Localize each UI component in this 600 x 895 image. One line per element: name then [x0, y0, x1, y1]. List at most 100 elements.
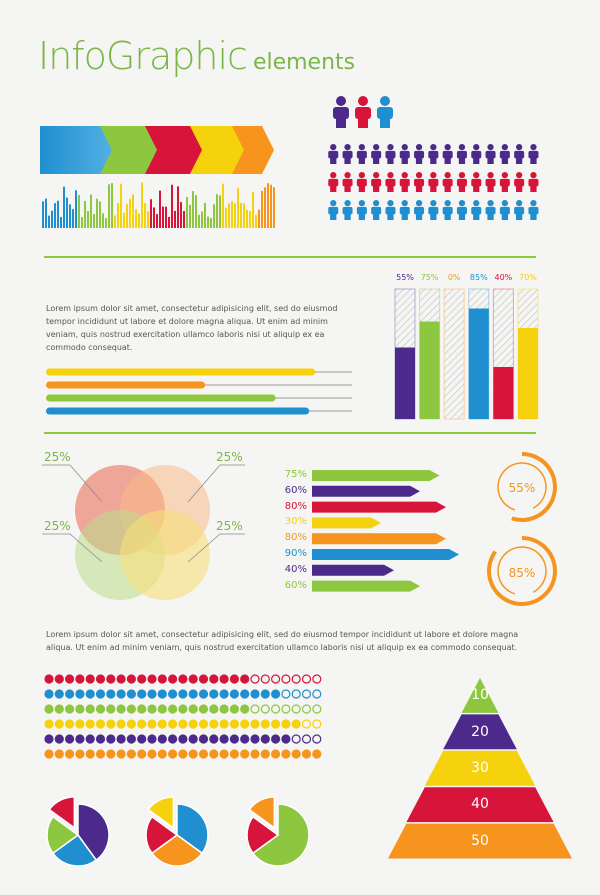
dot-filled: [168, 719, 178, 729]
person-icon: [499, 144, 510, 164]
skyline-bar: [75, 190, 77, 228]
dot-filled: [168, 674, 178, 684]
skyline-bar: [81, 217, 83, 228]
dot-filled: [188, 734, 198, 744]
person-icon: [414, 200, 425, 220]
dot-filled: [75, 749, 85, 759]
skyline-bar: [120, 183, 122, 228]
dot-filled: [178, 749, 188, 759]
dot-filled: [219, 719, 229, 729]
pyramid-tier: [406, 787, 554, 823]
person-icon: [442, 144, 453, 164]
person-icon: [528, 144, 539, 164]
person-icon: [471, 172, 482, 192]
dot-filled: [85, 689, 95, 699]
skyline-bar: [111, 183, 113, 228]
person-icon: [485, 144, 496, 164]
dot-filled: [54, 749, 64, 759]
venn-leader-3: [42, 533, 103, 563]
pyramid-tier-label: 20: [471, 723, 489, 740]
dot-filled: [240, 749, 250, 759]
title-sub: elements: [252, 50, 356, 75]
arrow-bar: [312, 485, 420, 497]
person-icon: [442, 172, 453, 192]
people-rows: [328, 144, 539, 220]
dot-filled: [250, 749, 260, 759]
skyline-bar: [228, 203, 230, 228]
skyline-bar: [54, 203, 56, 228]
dot-filled: [229, 704, 239, 714]
dot-filled: [240, 734, 250, 744]
dot-empty: [312, 719, 322, 729]
venn-diagram: [42, 464, 245, 600]
skyline-bar: [267, 183, 269, 228]
dot-filled: [188, 749, 198, 759]
vbar-fill: [468, 308, 489, 419]
vbar-background: [443, 288, 465, 420]
dot-filled: [147, 749, 157, 759]
skyline-bar: [162, 206, 164, 228]
dot-filled: [178, 704, 188, 714]
skyline-bar: [156, 214, 158, 228]
vbar-fill: [419, 321, 440, 419]
person-icon: [328, 144, 339, 164]
progress-fill: [46, 407, 310, 415]
skyline-bar: [144, 203, 146, 228]
dot-filled: [54, 689, 64, 699]
pie-slice: [147, 796, 175, 830]
person-icon: [355, 96, 371, 128]
arrow-bar-label: 80%: [284, 532, 307, 544]
dot-filled: [260, 689, 270, 699]
chevron-orange: [232, 126, 274, 174]
dot-filled: [240, 719, 250, 729]
skyline-bar: [150, 199, 152, 228]
skyline-bar: [138, 213, 140, 228]
dot-filled: [178, 674, 188, 684]
skyline-bar: [258, 209, 260, 228]
skyline-bar: [48, 215, 50, 228]
dot-matrix: [44, 674, 322, 759]
dot-empty: [291, 674, 301, 684]
skyline-bar: [135, 209, 137, 228]
person-icon: [514, 172, 525, 192]
person-icon: [333, 96, 349, 128]
dot-filled: [178, 719, 188, 729]
progress-fill: [46, 381, 206, 389]
dot-filled: [106, 719, 116, 729]
dot-filled: [168, 689, 178, 699]
dot-filled: [209, 704, 219, 714]
person-icon: [399, 200, 410, 220]
dot-filled: [229, 734, 239, 744]
dot-filled: [85, 749, 95, 759]
dot-filled: [209, 689, 219, 699]
skyline-bar: [252, 191, 254, 228]
dot-filled: [147, 734, 157, 744]
dot-filled: [95, 704, 106, 714]
dot-empty: [301, 674, 312, 684]
ring-arc-outer: [487, 536, 557, 606]
vbar-label: 55%: [396, 273, 414, 282]
person-icon: [342, 172, 353, 192]
skyline-bar: [42, 201, 44, 228]
pie-slice: [46, 815, 80, 855]
skyline-bar: [222, 183, 224, 228]
person-icon: [342, 144, 353, 164]
dot-filled: [188, 674, 198, 684]
title-main: InfoGraphic: [38, 34, 248, 78]
dot-filled: [260, 734, 270, 744]
skyline-bar: [78, 195, 80, 228]
dot-empty: [250, 674, 260, 684]
skyline-bar: [273, 187, 275, 228]
dot-filled: [95, 689, 106, 699]
venn-label-2: 25%: [216, 450, 243, 464]
dot-filled: [219, 734, 229, 744]
dot-filled: [301, 749, 312, 759]
dot-filled: [157, 749, 167, 759]
paragraph-1: Lorem ipsum dolor sit amet, consectetur …: [46, 304, 338, 352]
chevron-arrows-graphic: [40, 126, 275, 228]
pyramid-tier: [443, 714, 517, 750]
skyline-bar: [270, 184, 272, 228]
dot-empty: [281, 674, 291, 684]
dot-filled: [157, 674, 167, 684]
arrow-bar-label: 60%: [284, 484, 307, 496]
